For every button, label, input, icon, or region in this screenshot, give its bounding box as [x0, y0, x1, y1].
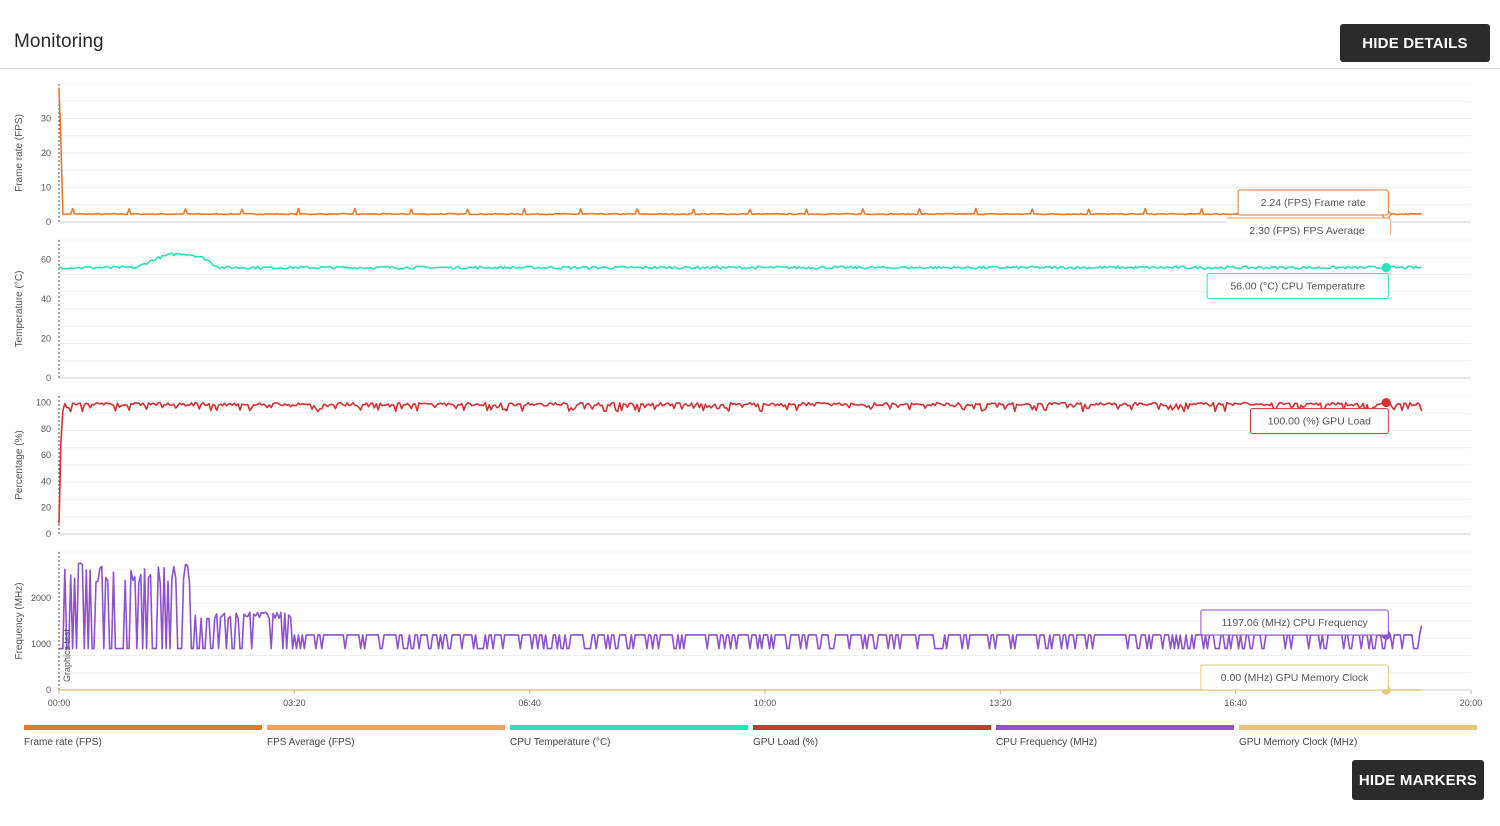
- tooltip-box: [1237, 189, 1389, 216]
- x-tick-label: 16:40: [1224, 698, 1247, 708]
- legend-label: GPU Load (%): [753, 737, 819, 748]
- graphics-test-marker-label: Graphics test: [62, 628, 72, 682]
- tooltip-text: 100.00 (%) GPU Load: [1268, 416, 1371, 428]
- legend-label: Frame rate (FPS): [24, 737, 102, 748]
- y-tick-label: 40: [41, 294, 51, 304]
- y-tick-label: 0: [46, 685, 51, 695]
- header: Monitoring HIDE DETAILS: [0, 0, 1500, 69]
- x-tick-label: 03:20: [283, 698, 306, 708]
- tooltip-box: [1200, 609, 1389, 636]
- tooltip-box: [1226, 217, 1391, 235]
- series-line: [59, 562, 1423, 650]
- legend-color-bar: [24, 725, 262, 730]
- y-tick-label: 10: [41, 183, 51, 193]
- series-line: [58, 401, 1423, 524]
- x-tick-label: 20:00: [1460, 698, 1483, 708]
- y-axis-label: Temperature (°C): [14, 271, 25, 348]
- tooltip-text: 1197.06 (MHz) CPU Frequency: [1221, 617, 1368, 629]
- hide-details-button[interactable]: HIDE DETAILS: [1340, 24, 1490, 62]
- y-tick-label: 80: [41, 424, 51, 434]
- y-tick-label: 60: [41, 450, 51, 460]
- hover-point: [1381, 263, 1391, 273]
- y-tick-label: 2000: [31, 593, 51, 603]
- legend-item[interactable]: CPU Frequency (MHz): [996, 725, 1234, 748]
- y-axis-label: Percentage (%): [14, 430, 25, 499]
- legend-item[interactable]: Frame rate (FPS): [24, 725, 262, 748]
- legend-label: CPU Frequency (MHz): [996, 737, 1098, 748]
- tooltip-box: [1249, 408, 1389, 435]
- y-tick-label: 0: [46, 373, 51, 383]
- legend-item[interactable]: CPU Temperature (°C): [510, 725, 748, 748]
- hover-point: [1381, 397, 1391, 408]
- y-tick-label: 0: [46, 217, 51, 227]
- x-tick-label: 00:00: [48, 698, 71, 708]
- y-tick-label: 20: [41, 148, 51, 158]
- series-line: [58, 87, 1422, 216]
- tooltip-text: 2.30 (FPS) FPS Average: [1249, 225, 1365, 237]
- tooltip-text: 2.24 (FPS) Frame rate: [1261, 197, 1366, 209]
- legend-label: GPU Memory Clock (MHz): [1239, 737, 1358, 748]
- y-tick-label: 20: [41, 334, 51, 344]
- y-tick-label: 20: [41, 503, 51, 513]
- y-tick-label: 100: [36, 398, 51, 408]
- y-tick-label: 1000: [31, 639, 51, 649]
- legend-color-bar: [267, 725, 505, 730]
- page-title: Monitoring: [14, 31, 104, 52]
- tooltip-box: [1206, 273, 1389, 300]
- tooltip-box: [1200, 664, 1389, 691]
- legend-color-bar: [753, 725, 991, 730]
- x-tick-label: 06:40: [518, 698, 541, 708]
- tooltip-text: 56.00 (°C) CPU Temperature: [1230, 281, 1365, 293]
- y-axis-label: Frequency (MHz): [14, 582, 25, 659]
- y-tick-label: 60: [41, 255, 51, 265]
- y-tick-label: 0: [46, 529, 51, 539]
- series-line: [58, 252, 1422, 270]
- legend-color-bar: [996, 725, 1234, 730]
- x-tick-label: 13:20: [989, 698, 1012, 708]
- legend-color-bar: [510, 725, 748, 730]
- legend-label: CPU Temperature (°C): [510, 737, 611, 748]
- legend-color-bar: [1239, 725, 1477, 730]
- y-tick-label: 40: [41, 476, 51, 486]
- y-tick-label: 30: [41, 114, 51, 124]
- legend-label: FPS Average (FPS): [267, 737, 355, 748]
- x-tick-label: 10:00: [754, 698, 777, 708]
- legend-item[interactable]: GPU Memory Clock (MHz): [1239, 725, 1477, 748]
- y-axis-label: Frame rate (FPS): [14, 114, 25, 192]
- tooltip-text: 0.00 (MHz) GPU Memory Clock: [1221, 672, 1369, 684]
- legend-item[interactable]: GPU Load (%): [753, 725, 991, 748]
- hide-markers-button[interactable]: HIDE MARKERS: [1352, 760, 1484, 800]
- legend-item[interactable]: FPS Average (FPS): [267, 725, 505, 748]
